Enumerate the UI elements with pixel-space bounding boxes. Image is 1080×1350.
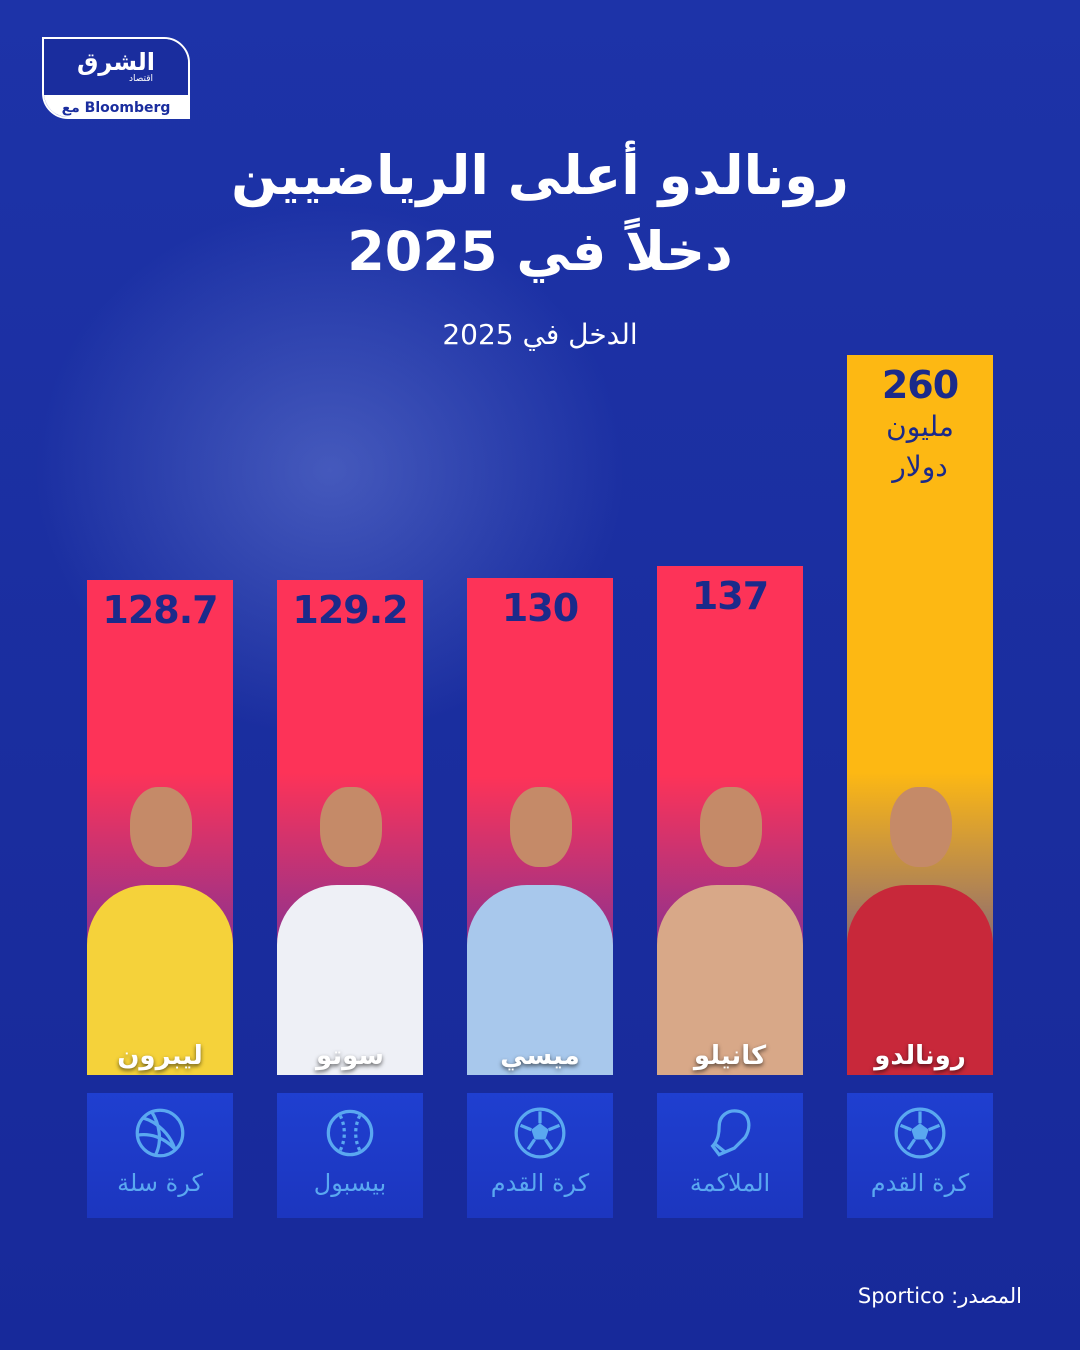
athlete-photo [657, 775, 803, 1075]
sport-label: كرة سلة [117, 1169, 203, 1197]
baseball-icon [326, 1109, 374, 1157]
value-label: 260 [881, 363, 959, 408]
athlete-name: سوتو [316, 1041, 384, 1071]
sport-tile: كرة سلة [87, 1093, 233, 1218]
title-line2: دخلاً في 2025 [347, 220, 733, 283]
sport-tile: الملاكمة [657, 1093, 803, 1218]
athlete-name: ليبرون [117, 1041, 203, 1071]
source-note: المصدر: Sportico [857, 1284, 1022, 1308]
sport-label: الملاكمة [689, 1169, 771, 1197]
logo-sub: اقتصاد [128, 74, 154, 84]
sport-tile: كرة القدم [467, 1093, 613, 1218]
asharq-bloomberg-logo: الشرق اقتصاد مع Bloomberg [42, 37, 190, 119]
bar: 137 كانيلو [657, 566, 803, 1075]
chart-subtitle: الدخل في 2025 [442, 318, 638, 351]
athlete-photo [467, 775, 613, 1075]
sport-label: بيسبول [313, 1169, 387, 1197]
value-label: 128.7 [102, 588, 218, 633]
athlete-photo [847, 775, 993, 1075]
sport-label: كرة القدم [870, 1169, 970, 1197]
athlete-photo [87, 775, 233, 1075]
sport-tile: بيسبول [277, 1093, 423, 1218]
basketball-icon [135, 1108, 185, 1158]
bar: 128.7 ليبرون [87, 580, 233, 1075]
athlete-name: ميسي [500, 1041, 580, 1071]
soccer-ball-icon [514, 1107, 566, 1159]
logo-arabic: الشرق [76, 48, 156, 76]
athlete-name: كانيلو [693, 1041, 767, 1071]
bar: 130 ميسي [467, 578, 613, 1075]
bar: 129.2 سوتو [277, 579, 423, 1075]
value-label: 129.2 [292, 587, 408, 632]
title-line1: رونالدو أعلى الرياضيين [231, 144, 849, 207]
value-label: 137 [691, 574, 769, 619]
athlete-photo [277, 775, 423, 1075]
value-label: 130 [501, 586, 579, 631]
sport-tile: كرة القدم [847, 1093, 993, 1218]
sport-label: كرة القدم [490, 1169, 590, 1197]
bar: 260 مليون دولار رونالدو [847, 355, 993, 1075]
logo-partner: مع Bloomberg [44, 95, 188, 117]
boxing-glove-icon [710, 1109, 751, 1157]
unit-label: مليون دولار [886, 410, 954, 484]
chart-title: رونالدو أعلى الرياضيين دخلاً في 2025 [0, 138, 1080, 290]
athlete-name: رونالدو [874, 1041, 966, 1071]
soccer-ball-icon [894, 1107, 946, 1159]
